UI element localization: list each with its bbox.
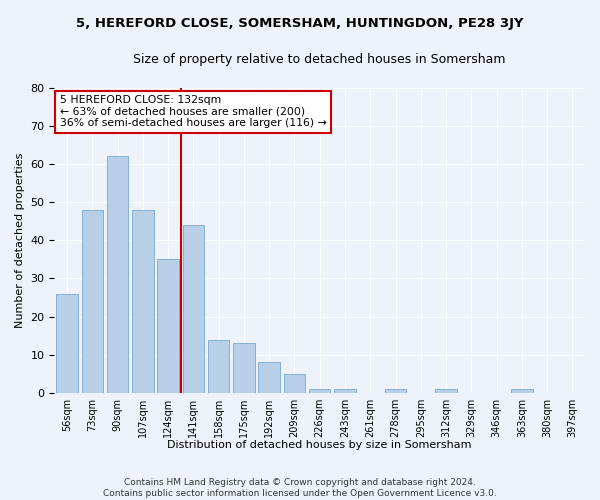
Bar: [385, 389, 406, 393]
Bar: [182, 225, 204, 393]
Bar: [56, 294, 78, 393]
Title: Size of property relative to detached houses in Somersham: Size of property relative to detached ho…: [133, 52, 506, 66]
Bar: [435, 389, 457, 393]
Text: 5, HEREFORD CLOSE, SOMERSHAM, HUNTINGDON, PE28 3JY: 5, HEREFORD CLOSE, SOMERSHAM, HUNTINGDON…: [76, 18, 524, 30]
Bar: [233, 344, 254, 393]
Y-axis label: Number of detached properties: Number of detached properties: [15, 152, 25, 328]
Bar: [82, 210, 103, 393]
Text: Contains HM Land Registry data © Crown copyright and database right 2024.
Contai: Contains HM Land Registry data © Crown c…: [103, 478, 497, 498]
Bar: [157, 260, 179, 393]
Bar: [132, 210, 154, 393]
Bar: [107, 156, 128, 393]
Bar: [511, 389, 533, 393]
X-axis label: Distribution of detached houses by size in Somersham: Distribution of detached houses by size …: [167, 440, 472, 450]
Bar: [208, 340, 229, 393]
Bar: [259, 362, 280, 393]
Text: 5 HEREFORD CLOSE: 132sqm
← 63% of detached houses are smaller (200)
36% of semi-: 5 HEREFORD CLOSE: 132sqm ← 63% of detach…: [60, 95, 326, 128]
Bar: [284, 374, 305, 393]
Bar: [334, 389, 356, 393]
Bar: [309, 389, 331, 393]
